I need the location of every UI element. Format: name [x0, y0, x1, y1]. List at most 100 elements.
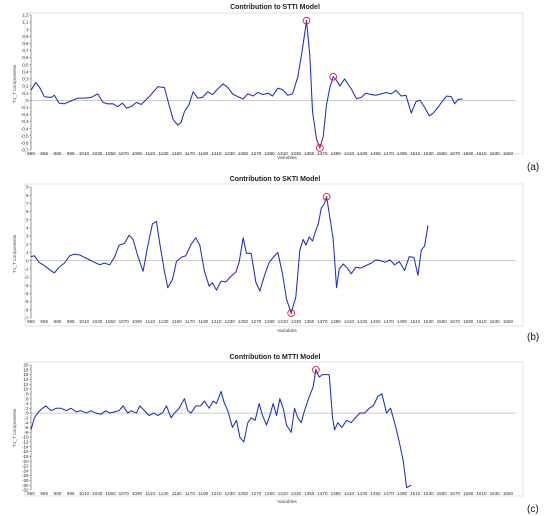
y-tick-label: -10 — [22, 435, 29, 440]
panel-label: (b) — [527, 332, 539, 343]
x-tick-label: 1170 — [185, 491, 195, 496]
y-tick-label: 0 — [26, 411, 29, 416]
x-axis-label: Variables — [277, 499, 297, 505]
highlight-marker — [302, 16, 311, 25]
x-ticks: 950 965 980 995 1010 1030 1050 1070 1090 1110 1130… — [27, 151, 513, 156]
y-tick-label: 2 — [26, 406, 29, 411]
y-ticks: 20181614121086420-2-4-6-8-10-12-14-16-18… — [22, 363, 31, 493]
y-tick-label: -22 — [22, 464, 29, 469]
y-tick-label: -0.1 — [21, 105, 29, 110]
x-tick-label: 1390 — [331, 491, 342, 496]
x-tick-label: 995 — [67, 319, 75, 324]
y-ticks: 9 8 7 6 5 4 3 2 1 0 -1 -2 -3 -4 -5 -6 -7 — [24, 185, 31, 321]
y-tick-label: 0.7 — [22, 48, 29, 53]
x-tick-label: 1430 — [357, 491, 368, 496]
x-tick-label: 1550 — [437, 151, 448, 156]
x-tick-label: 1550 — [437, 491, 448, 496]
x-tick-label: 1110 — [145, 491, 155, 496]
y-tick-label: -0.2 — [21, 112, 29, 117]
x-ticks: 950 965 980 995 1010 1030 1050 1070 1090 1110 1130… — [27, 491, 513, 496]
series-line — [30, 369, 412, 489]
x-tick-label: 1530 — [423, 151, 434, 156]
x-tick-label: 1190 — [198, 151, 208, 156]
y-tick-label: -4 — [24, 420, 29, 425]
x-axis-label: Variables — [277, 328, 297, 334]
x-tick-label: 1370 — [317, 319, 328, 324]
x-tick-label: 1490 — [397, 491, 408, 496]
x-tick-label: 1570 — [450, 319, 461, 324]
x-tick-label: 1610 — [476, 151, 487, 156]
plot-frame — [24, 183, 524, 327]
x-tick-label: 1570 — [450, 491, 461, 496]
x-tick-label: 1510 — [410, 491, 421, 496]
x-tick-label: 1270 — [251, 491, 262, 496]
series-line — [30, 196, 429, 314]
x-tick-label: 980 — [54, 491, 62, 496]
x-tick-label: 980 — [54, 319, 62, 324]
highlight-marker-dot — [325, 196, 328, 198]
x-tick-label: 1110 — [145, 151, 155, 156]
x-ticks: 950 965 980 995 1010 1030 1050 1070 1090 1110 1130… — [27, 319, 513, 324]
x-tick-label: 1090 — [132, 491, 143, 496]
y-tick-label: -16 — [22, 449, 29, 454]
y-tick-label: -30 — [22, 483, 29, 488]
y-tick-label: -2 — [24, 275, 29, 280]
x-tick-label: 1210 — [211, 151, 222, 156]
x-tick-label: 1010 — [79, 491, 90, 496]
y-axis-label: T1_T components — [12, 234, 18, 273]
x-tick-label: 1190 — [198, 319, 208, 324]
x-tick-label: 1550 — [437, 319, 448, 324]
y-tick-label: 0 — [26, 98, 29, 103]
x-tick-label: 1630 — [490, 491, 501, 496]
x-tick-label: 1510 — [410, 319, 421, 324]
x-tick-label: 1290 — [264, 319, 275, 324]
x-tick-label: 1610 — [476, 491, 487, 496]
panel-label: (c) — [527, 504, 539, 515]
x-tick-label: 950 — [27, 319, 35, 324]
x-tick-label: 1510 — [410, 151, 421, 156]
y-tick-label: -14 — [22, 444, 29, 449]
y-tick-label: -3 — [24, 283, 29, 288]
y-axis-label: T1_T components — [12, 408, 18, 447]
x-tick-label: 1230 — [225, 491, 236, 496]
x-tick-label: 1450 — [370, 491, 381, 496]
y-tick-label: 1.2 — [22, 13, 29, 18]
panel-label: (a) — [527, 162, 539, 173]
x-tick-label: 1230 — [225, 319, 236, 324]
x-tick-label: 1290 — [264, 491, 275, 496]
x-tick-label: 1330 — [291, 319, 302, 324]
x-tick-label: 1390 — [331, 319, 342, 324]
y-tick-label: 0.1 — [22, 91, 29, 96]
x-tick-label: 1470 — [384, 319, 395, 324]
x-tick-label: 1010 — [79, 151, 90, 156]
x-tick-label: 1070 — [119, 491, 130, 496]
x-tick-label: 1470 — [384, 491, 395, 496]
y-tick-label: -20 — [22, 459, 29, 464]
highlight-marker — [316, 144, 324, 152]
chart-panel-c: Contribution to MTTI Model T1_T componen… — [12, 354, 539, 515]
x-tick-label: 1370 — [317, 151, 328, 156]
y-tick-label: -24 — [22, 468, 29, 473]
x-tick-label: 1170 — [185, 319, 195, 324]
chart-panel-a: Contribution to STTI Model T1_T componen… — [12, 4, 539, 173]
y-tick-label: 6 — [26, 209, 29, 214]
x-tick-label: 1090 — [132, 319, 143, 324]
x-tick-label: 1210 — [211, 319, 222, 324]
x-tick-label: 1570 — [450, 151, 461, 156]
y-tick-label: 3 — [26, 234, 29, 239]
y-tick-label: -8 — [24, 430, 29, 435]
x-tick-label: 1110 — [145, 319, 155, 324]
y-tick-label: 0.2 — [22, 84, 29, 89]
x-tick-label: 965 — [40, 491, 48, 496]
y-tick-label: -0.5 — [21, 133, 29, 138]
highlight-marker — [287, 309, 296, 317]
x-tick-label: 1330 — [291, 491, 302, 496]
y-tick-label: 7 — [26, 201, 29, 206]
x-tick-label: 1290 — [264, 151, 275, 156]
x-tick-label: 1630 — [490, 319, 501, 324]
y-tick-label: 12 — [23, 382, 29, 387]
x-tick-label: 1050 — [105, 151, 116, 156]
x-tick-label: 1630 — [490, 151, 501, 156]
x-tick-label: 1430 — [357, 319, 368, 324]
y-tick-label: -6 — [24, 425, 29, 430]
